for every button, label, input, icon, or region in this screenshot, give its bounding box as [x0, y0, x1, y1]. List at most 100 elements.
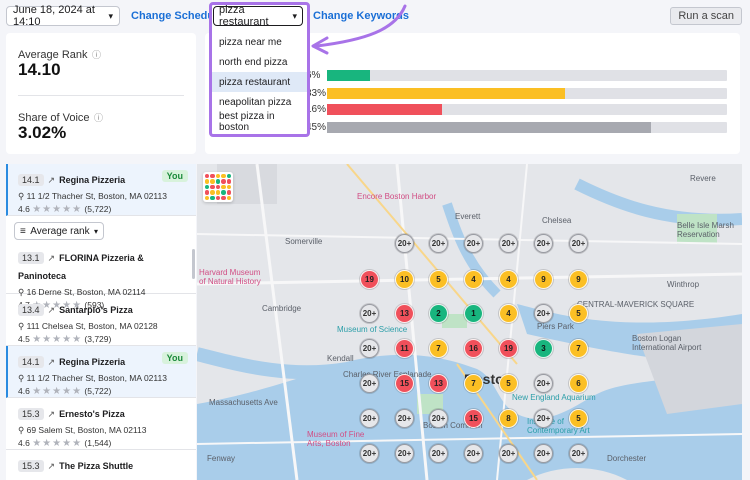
- thumbnail-dot: [221, 195, 226, 200]
- competitor-item[interactable]: 14.1 ↗ Regina Pizzeria ⚲ 11 1/2 Thacher St,…: [6, 164, 196, 216]
- rank-pin[interactable]: 20+: [429, 444, 448, 463]
- rank-pin[interactable]: 5: [569, 304, 588, 323]
- run-scan-button[interactable]: Run a scan: [670, 7, 742, 25]
- keyword-option[interactable]: pizza near me: [219, 36, 282, 48]
- map-label: Boston Common: [423, 421, 483, 430]
- rank-pin[interactable]: 20+: [464, 444, 483, 463]
- distribution-percent: 16%: [306, 104, 327, 115]
- info-icon[interactable]: ⓘ: [91, 50, 101, 60]
- rank-pin[interactable]: 20+: [395, 409, 414, 428]
- competitor-item[interactable]: 13.4 ↗ Santarpio's Pizza ⚲ 111 Chelsea St, …: [6, 294, 196, 346]
- competitor-item[interactable]: 15.3 ↗ The Pizza Shuttle: [6, 450, 196, 480]
- business-address: 11 1/2 Thacher St, Boston, MA 02113: [26, 373, 167, 383]
- business-name: Santarpio's Pizza: [59, 305, 133, 315]
- keyword-option[interactable]: north end pizza: [219, 56, 288, 68]
- business-name: The Pizza Shuttle: [59, 461, 134, 471]
- rank-pin[interactable]: 20+: [534, 234, 553, 253]
- keyword-option[interactable]: neapolitan pizza: [219, 96, 292, 108]
- rank-pin[interactable]: 20+: [395, 234, 414, 253]
- map-label: Encore Boston Harbor: [357, 192, 437, 201]
- sort-select[interactable]: ≡ Average rank ▾: [14, 222, 104, 240]
- rank-pin[interactable]: 20+: [534, 444, 553, 463]
- external-link-icon[interactable]: ↗: [47, 305, 56, 315]
- rank-pin[interactable]: 13: [395, 304, 414, 323]
- rank-pin[interactable]: 6: [569, 374, 588, 393]
- rank-pin[interactable]: 20+: [534, 409, 553, 428]
- rank-pin[interactable]: 20+: [569, 234, 588, 253]
- rank-pin[interactable]: 15: [395, 374, 414, 393]
- rank-pin[interactable]: 7: [464, 374, 483, 393]
- rank-pin[interactable]: 9: [534, 270, 553, 289]
- rank-pin[interactable]: 20+: [360, 339, 379, 358]
- rank-pin[interactable]: 5: [569, 409, 588, 428]
- rank-pin[interactable]: 7: [569, 339, 588, 358]
- rank-map[interactable]: Encore Boston Harbor Chelsea Somerville Eve…: [197, 164, 742, 480]
- business-address: 11 1/2 Thacher St, Boston, MA 02113: [26, 191, 167, 201]
- change-schedule-link[interactable]: Change Schedule: [131, 10, 224, 22]
- rank-pin[interactable]: 20+: [395, 444, 414, 463]
- rank-pin[interactable]: 20+: [464, 234, 483, 253]
- info-icon[interactable]: ⓘ: [94, 113, 104, 123]
- you-badge: You: [161, 170, 188, 182]
- change-keywords-link[interactable]: Change Keywords: [313, 10, 409, 22]
- rank-pin[interactable]: 11: [395, 339, 414, 358]
- rank-pin[interactable]: 5: [499, 374, 518, 393]
- rank-pin[interactable]: 20+: [360, 304, 379, 323]
- rank-pin[interactable]: 13: [429, 374, 448, 393]
- location-pin-icon: ⚲: [18, 373, 25, 383]
- rating-value: 4.6: [18, 204, 30, 214]
- rank-pin[interactable]: 20+: [360, 444, 379, 463]
- rank-pin[interactable]: 20+: [360, 374, 379, 393]
- rank-pin[interactable]: 5: [429, 270, 448, 289]
- rank-pin[interactable]: 20+: [569, 444, 588, 463]
- scrollbar[interactable]: [192, 249, 195, 279]
- rank-pin[interactable]: 19: [360, 270, 379, 289]
- keyword-option[interactable]: pizza restaurant: [212, 72, 307, 92]
- rank-pin[interactable]: 7: [429, 339, 448, 358]
- chevron-down-icon: ▾: [292, 10, 297, 21]
- competitor-item[interactable]: 14.1 ↗ Regina Pizzeria ⚲ 11 1/2 Thacher St,…: [6, 346, 196, 398]
- external-link-icon[interactable]: ↗: [47, 357, 56, 367]
- rank-pin[interactable]: 8: [499, 409, 518, 428]
- rank-pin[interactable]: 20+: [499, 234, 518, 253]
- rank-pin[interactable]: 4: [499, 270, 518, 289]
- rank-pin[interactable]: 1: [464, 304, 483, 323]
- map-label: Dorchester: [607, 454, 647, 463]
- rank-pin[interactable]: 2: [429, 304, 448, 323]
- sov-label: Share of Voice ⓘ: [18, 112, 104, 124]
- external-link-icon[interactable]: ↗: [47, 175, 56, 185]
- external-link-icon[interactable]: ↗: [47, 409, 56, 419]
- rank-badge: 14.1: [18, 174, 44, 186]
- map-label: Piers Park: [537, 322, 574, 331]
- rank-pin[interactable]: 20+: [534, 374, 553, 393]
- review-count: (5,722): [84, 386, 112, 396]
- rank-pin[interactable]: 3: [534, 339, 553, 358]
- date-select[interactable]: June 18, 2024 at 14:10 ▾: [6, 4, 120, 28]
- rank-pin[interactable]: 20+: [360, 409, 379, 428]
- rank-pin[interactable]: 20+: [534, 304, 553, 323]
- rank-pin[interactable]: 9: [569, 270, 588, 289]
- annotation-arrow: [311, 4, 407, 55]
- map-label: Cambridge: [262, 304, 302, 313]
- external-link-icon[interactable]: ↗: [47, 461, 56, 471]
- rank-pin[interactable]: 10: [395, 270, 414, 289]
- map-label: Revere: [690, 174, 716, 183]
- rank-pin[interactable]: 20+: [429, 409, 448, 428]
- grid-thumbnail-icon[interactable]: [203, 172, 233, 202]
- keyword-option[interactable]: best pizza in boston: [219, 111, 275, 133]
- rank-badge: 13.4: [18, 304, 44, 316]
- rank-pin[interactable]: 4: [499, 304, 518, 323]
- rank-pin[interactable]: 4: [464, 270, 483, 289]
- external-link-icon[interactable]: ↗: [47, 253, 56, 263]
- thumbnail-dot: [221, 190, 226, 195]
- rank-pin[interactable]: 16: [464, 339, 483, 358]
- rank-pin[interactable]: 20+: [429, 234, 448, 253]
- competitor-item[interactable]: 13.1 ↗ FLORINA Pizzeria & Paninoteca ⚲ 16 D…: [6, 242, 196, 311]
- rank-pin[interactable]: 19: [499, 339, 518, 358]
- keyword-select[interactable]: pizza restaurant ▾: [213, 4, 303, 28]
- business-name: FLORINA Pizzeria & Paninoteca: [18, 253, 144, 281]
- thumbnail-dot: [215, 190, 221, 195]
- competitor-item[interactable]: 15.3 ↗ Ernesto's Pizza ⚲ 69 Salem St, Bosto…: [6, 398, 196, 450]
- rank-pin[interactable]: 15: [464, 409, 483, 428]
- rank-pin[interactable]: 20+: [499, 444, 518, 463]
